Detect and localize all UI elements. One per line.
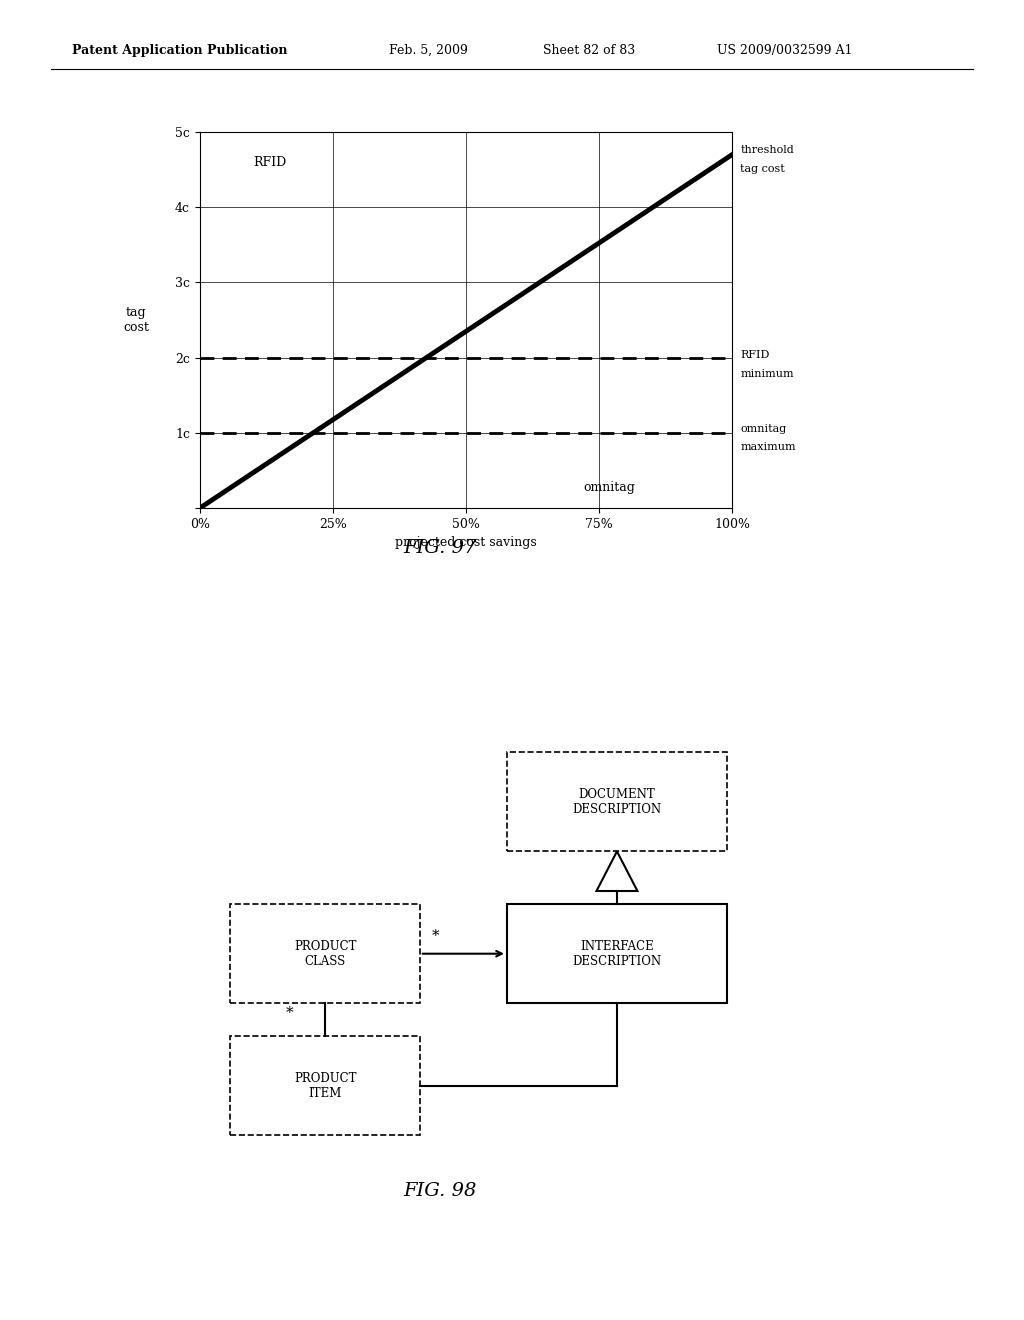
- Bar: [230, 904, 420, 1003]
- Bar: [507, 752, 727, 851]
- Text: omnitag: omnitag: [583, 480, 635, 494]
- Bar: [230, 1036, 420, 1135]
- Text: *: *: [286, 1006, 293, 1020]
- Text: PRODUCT
CLASS: PRODUCT CLASS: [294, 940, 356, 968]
- Text: FIG. 97: FIG. 97: [403, 539, 477, 557]
- Text: DOCUMENT
DESCRIPTION: DOCUMENT DESCRIPTION: [572, 788, 662, 816]
- Text: US 2009/0032599 A1: US 2009/0032599 A1: [717, 44, 852, 57]
- Y-axis label: tag
cost: tag cost: [123, 306, 150, 334]
- Text: Feb. 5, 2009: Feb. 5, 2009: [389, 44, 468, 57]
- X-axis label: projected cost savings: projected cost savings: [395, 536, 537, 549]
- Text: omnitag: omnitag: [740, 424, 786, 434]
- Text: PRODUCT
ITEM: PRODUCT ITEM: [294, 1072, 356, 1100]
- Text: *: *: [431, 929, 439, 942]
- Text: minimum: minimum: [740, 368, 794, 379]
- Text: Sheet 82 of 83: Sheet 82 of 83: [543, 44, 635, 57]
- Text: INTERFACE
DESCRIPTION: INTERFACE DESCRIPTION: [572, 940, 662, 968]
- Text: threshold: threshold: [740, 145, 794, 156]
- Bar: [507, 904, 727, 1003]
- Text: FIG. 98: FIG. 98: [403, 1181, 477, 1200]
- Text: Patent Application Publication: Patent Application Publication: [72, 44, 287, 57]
- Text: maximum: maximum: [740, 442, 796, 453]
- Text: RFID: RFID: [253, 156, 286, 169]
- Text: RFID: RFID: [740, 350, 770, 360]
- Text: tag cost: tag cost: [740, 164, 785, 174]
